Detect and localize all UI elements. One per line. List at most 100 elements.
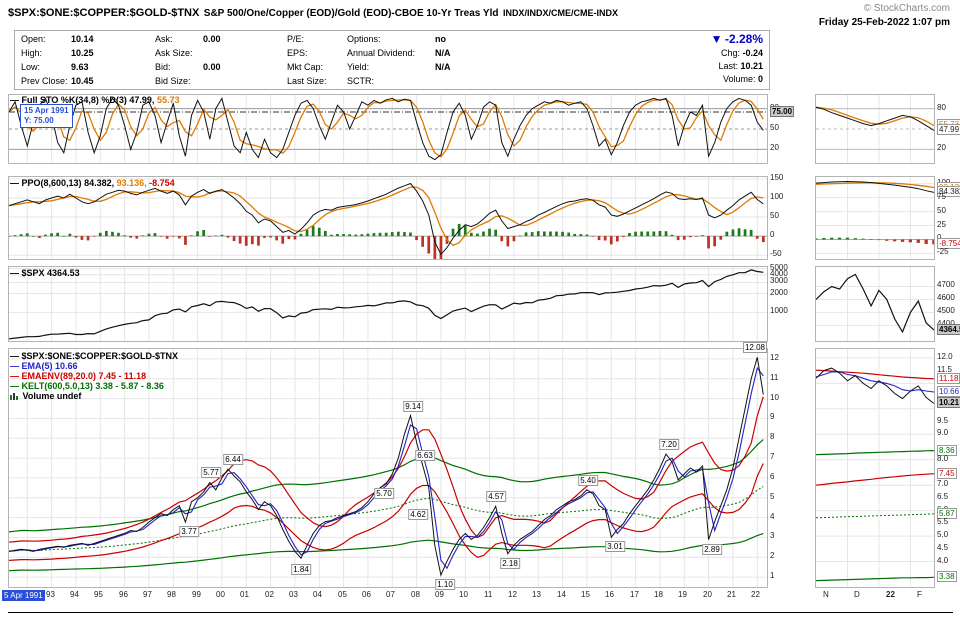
spx-leg-name: $SPX bbox=[21, 268, 45, 278]
axis-tick: 50 bbox=[937, 206, 946, 215]
symbol-description: S&P 500/One/Copper (EOD)/Gold (EOD)-CBOE… bbox=[203, 8, 499, 19]
x-axis-year-label: 04 bbox=[313, 590, 322, 599]
x-axis-year-label: 03 bbox=[289, 590, 298, 599]
quote-value: 0.00 bbox=[203, 62, 221, 72]
quote-label: Prev Close: bbox=[21, 76, 68, 86]
axis-tick: 9.0 bbox=[937, 428, 949, 437]
legend-dash: — bbox=[10, 268, 19, 278]
x-axis-year-label: 95 bbox=[94, 590, 103, 599]
quote-row: High: 10.25 Ask Size: EPS: Annual Dividen… bbox=[15, 48, 769, 62]
axis-tick: 5 bbox=[770, 492, 775, 501]
ppo-thumb-chart[interactable] bbox=[815, 176, 935, 260]
sto-legend: — Full STO %K(34,8) %D(3) 47.99, 55.73 bbox=[10, 95, 179, 105]
percent-change: -2.28% bbox=[724, 32, 763, 46]
x-axis-year-label: 12 bbox=[508, 590, 517, 599]
quote-label: Bid Size: bbox=[155, 76, 191, 86]
thumb-x-axis-label: 22 bbox=[886, 590, 895, 599]
sto-thumb-chart[interactable] bbox=[815, 94, 935, 164]
spx-legend: — $SPX 4364.53 bbox=[10, 268, 80, 278]
quote-label: Ask Size: bbox=[155, 48, 193, 58]
quote-row: Open: 10.14 Ask: 0.00 P/E: Options: no bbox=[15, 34, 769, 48]
x-axis-year-label: 18 bbox=[654, 590, 663, 599]
legend-dash: — bbox=[10, 351, 19, 361]
quote-row: Low: 9.63 Bid: 0.00 Mkt Cap: Yield: N/A bbox=[15, 62, 769, 76]
spx-thumb-axis: 4700 4600 4500 44004364.53 bbox=[936, 266, 960, 340]
volume-value: 0 bbox=[757, 74, 763, 84]
x-axis-year-label: 19 bbox=[678, 590, 687, 599]
axis-tick: -25 bbox=[937, 247, 949, 256]
axis-tick: 7 bbox=[770, 452, 775, 461]
axis-tick: -50 bbox=[770, 249, 782, 258]
ppo-value: 84.382, bbox=[84, 178, 115, 188]
price-thumb-axis: 12.0 11.5 11.18 10.66 10.21 9.5 9.0 8.36 8.0 7.45… bbox=[936, 348, 960, 586]
axis-tick: 0 bbox=[770, 230, 775, 239]
legend-ema: EMA(5) 10.66 bbox=[21, 361, 78, 371]
legend-dash: — bbox=[10, 178, 19, 188]
copyright: © StockCharts.com bbox=[863, 3, 950, 14]
quote-label: Open: bbox=[21, 34, 46, 44]
quote-value: N/A bbox=[435, 62, 451, 72]
x-axis-year-label: 07 bbox=[386, 590, 395, 599]
axis-tick: 4400 bbox=[937, 319, 955, 328]
x-axis-year-label: 96 bbox=[119, 590, 128, 599]
quote-value: 0.00 bbox=[203, 34, 221, 44]
ppo-hist-value: -8.754 bbox=[149, 178, 175, 188]
quote-label: SCTR: bbox=[347, 76, 374, 86]
price-panel-chart[interactable] bbox=[8, 348, 768, 588]
x-axis-year-label: 01 bbox=[240, 590, 249, 599]
sto-legend-name: Full STO %K(34,8) %D(3) bbox=[21, 95, 127, 105]
x-axis-year-label: 22 bbox=[751, 590, 760, 599]
axis-tick: 150 bbox=[770, 173, 784, 182]
axis-tick: 2000 bbox=[770, 288, 788, 297]
axis-tick: 3 bbox=[770, 531, 775, 540]
quote-label: Options: bbox=[347, 34, 381, 44]
legend-emaenv: EMAENV(89,20.0) 7.45 - 11.18 bbox=[21, 371, 147, 381]
axis-tick: 8.0 bbox=[937, 454, 949, 463]
axis-tick: 80 bbox=[937, 103, 946, 112]
legend-dash: — bbox=[10, 371, 19, 381]
axis-tick: 11.18 bbox=[937, 373, 960, 384]
sto-k-value: 47.99, bbox=[129, 95, 155, 105]
last-value: 10.21 bbox=[740, 61, 763, 71]
quote-label: Annual Dividend: bbox=[347, 48, 416, 58]
x-axis-year-label: 97 bbox=[143, 590, 152, 599]
x-axis-year-label: 10 bbox=[459, 590, 468, 599]
spx-thumb-chart[interactable] bbox=[815, 266, 935, 342]
quote-summary-box: Open: 10.14 Ask: 0.00 P/E: Options: no High… bbox=[14, 30, 770, 90]
legend-dash: — bbox=[10, 95, 19, 105]
axis-tick: 75.00 bbox=[770, 106, 795, 117]
quote-value: N/A bbox=[435, 48, 451, 58]
x-axis-year-label: 08 bbox=[411, 590, 420, 599]
ppo-panel-axis: 150 100 50 0 -50 bbox=[769, 173, 803, 258]
x-axis-year-label: 20 bbox=[703, 590, 712, 599]
x-axis-year-label: 00 bbox=[216, 590, 225, 599]
ppo-thumb-axis: 10093.13684.3827550250-8.754-25 bbox=[936, 176, 960, 258]
chg-label: Chg: bbox=[720, 48, 740, 58]
axis-tick: 6 bbox=[770, 472, 775, 481]
axis-tick: 20 bbox=[770, 143, 779, 152]
legend-volume: Volume undef bbox=[22, 391, 82, 401]
quote-label: Mkt Cap: bbox=[287, 62, 324, 72]
sto-d-value: 55.73 bbox=[156, 95, 180, 105]
quote-value: 10.45 bbox=[71, 76, 94, 86]
axis-tick: 7.45 bbox=[937, 468, 957, 479]
price-thumb-chart[interactable] bbox=[815, 348, 935, 588]
price-panel-axis: 12 11 10 9 8 7 6 5 4 3 2 1 bbox=[769, 348, 803, 586]
spx-panel-chart[interactable] bbox=[8, 266, 768, 342]
legend-dash: — bbox=[10, 381, 19, 391]
axis-tick: 4500 bbox=[937, 306, 955, 315]
ppo-panel-chart[interactable] bbox=[8, 176, 768, 260]
sto-panel-chart[interactable] bbox=[8, 94, 768, 164]
axis-tick: 2 bbox=[770, 551, 775, 560]
x-axis-year-label: 15 bbox=[581, 590, 590, 599]
axis-tick: 3.38 bbox=[937, 571, 957, 582]
axis-tick: 8 bbox=[770, 432, 775, 441]
thumb-x-axis-label: F bbox=[917, 590, 922, 599]
chg-value: -0.24 bbox=[742, 48, 763, 58]
quote-row: Prev Close: 10.45 Bid Size: Last Size: SC… bbox=[15, 76, 769, 90]
symbol-title: $SPX:$ONE:$COPPER:$GOLD-$TNX bbox=[8, 7, 200, 19]
ppo-legend: — PPO(8,600,13) 84.382, 93.136, -8.754 bbox=[10, 178, 175, 188]
crosshair-date-label: 5 Apr 1991 bbox=[2, 590, 45, 601]
axis-tick: 10 bbox=[770, 393, 779, 402]
x-axis-year-label: 93 bbox=[46, 590, 55, 599]
